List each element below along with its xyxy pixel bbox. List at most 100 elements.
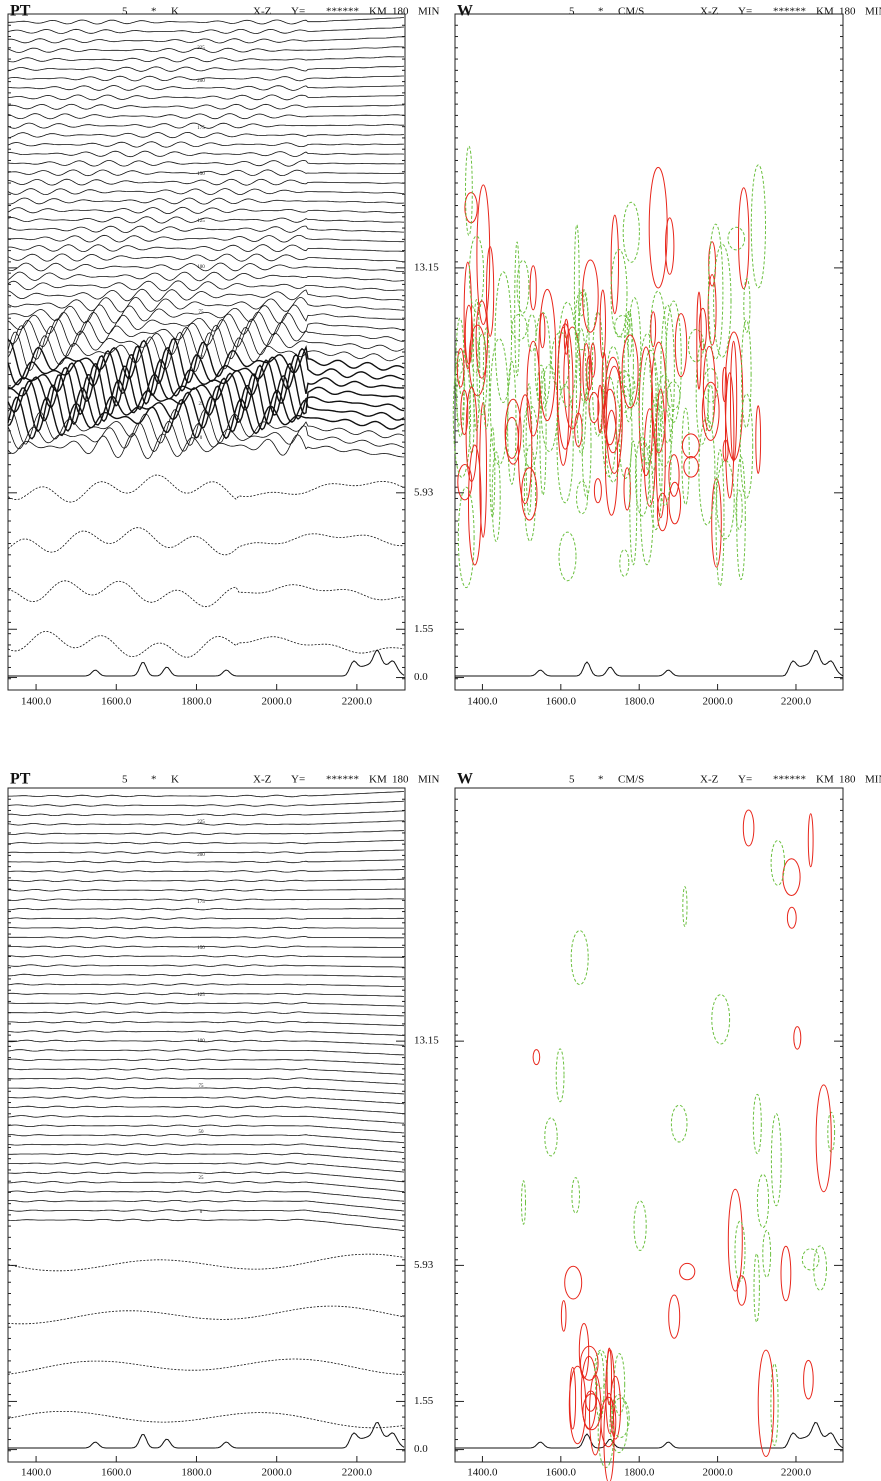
contour-blob bbox=[578, 1323, 590, 1379]
x-tick-label: 2200.0 bbox=[781, 1467, 812, 1479]
contour-blob bbox=[621, 334, 639, 409]
contour-blob bbox=[648, 396, 663, 531]
contour-blob bbox=[471, 337, 480, 374]
contour-blob bbox=[521, 467, 538, 521]
contour-blob bbox=[736, 1275, 747, 1306]
header-text: MIN bbox=[418, 774, 439, 786]
contour-blob bbox=[695, 341, 709, 445]
x-tick-label: 2200.0 bbox=[342, 1467, 373, 1479]
contour-blob bbox=[698, 417, 716, 526]
contour-blob bbox=[614, 315, 631, 338]
contour-line bbox=[7, 169, 404, 177]
contour-line bbox=[7, 1200, 405, 1212]
contour-blob bbox=[580, 1345, 599, 1381]
contour-label: 50 bbox=[199, 1130, 205, 1135]
contour-blob bbox=[701, 381, 720, 441]
contour-blob bbox=[756, 1173, 770, 1229]
contour-blob bbox=[688, 328, 705, 363]
contour-blob bbox=[532, 1049, 541, 1066]
contour-line bbox=[8, 1152, 405, 1163]
contour-line bbox=[7, 372, 405, 426]
header-text: 180 bbox=[839, 774, 856, 786]
contour-blob bbox=[813, 1245, 827, 1291]
header-text: KM bbox=[369, 774, 387, 786]
contour-blob bbox=[770, 1363, 779, 1446]
contour-line bbox=[7, 898, 405, 901]
contour-line bbox=[7, 122, 404, 129]
header-text: Y= bbox=[738, 6, 752, 18]
contour-blob bbox=[600, 1396, 617, 1448]
terrain-line bbox=[8, 1421, 405, 1449]
contour-blob bbox=[696, 291, 702, 390]
x-tick-label: 2200.0 bbox=[342, 696, 373, 708]
contour-blob bbox=[605, 1349, 615, 1435]
contour-blob bbox=[489, 338, 509, 466]
contour-blob bbox=[681, 407, 690, 506]
contour-blob bbox=[452, 350, 471, 478]
contour-blob bbox=[736, 456, 746, 581]
contour-blob bbox=[707, 274, 717, 346]
contour-line bbox=[7, 849, 405, 854]
contour-line bbox=[7, 1068, 405, 1075]
contour-blob bbox=[517, 394, 533, 505]
contour-label: 100 bbox=[197, 265, 205, 270]
contour-label: 0 bbox=[200, 1210, 203, 1215]
contour-blob bbox=[622, 201, 640, 263]
contour-label: 175 bbox=[197, 126, 205, 131]
header-text: MIN bbox=[418, 6, 439, 18]
contour-label: 0 bbox=[200, 436, 203, 441]
contour-blob bbox=[457, 486, 475, 589]
panel: PT 5 * K X-Z Y= ****** KM 180 MIN 1400.0 1600.0 1800… bbox=[7, 771, 439, 1479]
contour-line bbox=[7, 955, 405, 958]
contour-blob bbox=[722, 366, 728, 403]
contour-blob bbox=[534, 311, 551, 410]
contour-blob bbox=[642, 349, 660, 476]
x-tick-label: 1600.0 bbox=[546, 1467, 577, 1479]
contour-blob bbox=[582, 1393, 602, 1431]
contour-blob bbox=[623, 311, 634, 423]
contour-line bbox=[8, 1134, 405, 1144]
contour-blob bbox=[556, 383, 574, 504]
contour-line bbox=[7, 630, 405, 658]
contour-line bbox=[8, 1086, 405, 1095]
contour-line bbox=[7, 1039, 405, 1046]
panel: W 5 * CM/S X-Z Y= ****** KM 180 MIN 1400.0 1600.0 18… bbox=[452, 3, 881, 708]
contour-line bbox=[7, 474, 405, 503]
contour-blob bbox=[665, 300, 682, 423]
contour-blob bbox=[638, 346, 654, 477]
header-text: K bbox=[171, 6, 179, 18]
contour-blob bbox=[468, 444, 482, 566]
contour-blob bbox=[702, 345, 716, 432]
contour-line bbox=[7, 225, 404, 234]
contour-blob bbox=[739, 393, 754, 499]
contour-blob bbox=[564, 1265, 583, 1300]
header-text: CM/S bbox=[618, 6, 644, 18]
contour-blob bbox=[727, 1188, 743, 1292]
contour-blob bbox=[616, 370, 632, 414]
x-tick-label: 2000.0 bbox=[702, 696, 733, 708]
contour-blob bbox=[715, 449, 725, 587]
x-tick-label: 1800.0 bbox=[624, 1467, 655, 1479]
contour-blob bbox=[573, 224, 580, 342]
header-text: K bbox=[171, 774, 179, 786]
contour-blob bbox=[482, 327, 490, 430]
contour-line bbox=[7, 810, 405, 816]
contour-blob bbox=[521, 1180, 526, 1225]
contour-line bbox=[7, 926, 404, 930]
contour-blob bbox=[568, 1365, 587, 1445]
contour-blob bbox=[456, 357, 465, 438]
contour-line bbox=[7, 362, 405, 417]
contour-blob bbox=[655, 388, 666, 519]
x-tick-label: 1600.0 bbox=[101, 1467, 132, 1479]
contour-blob bbox=[582, 343, 591, 402]
contour-blob bbox=[489, 426, 496, 518]
contour-line bbox=[7, 197, 405, 205]
contour-line bbox=[7, 141, 405, 148]
y-tick-label: 13.15 bbox=[414, 1035, 439, 1047]
contour-line bbox=[7, 830, 405, 835]
contour-line bbox=[7, 150, 405, 158]
contour-line bbox=[7, 113, 405, 120]
contour-line bbox=[7, 1049, 405, 1056]
contour-blob bbox=[757, 1349, 775, 1458]
contour-blob bbox=[633, 1200, 647, 1251]
